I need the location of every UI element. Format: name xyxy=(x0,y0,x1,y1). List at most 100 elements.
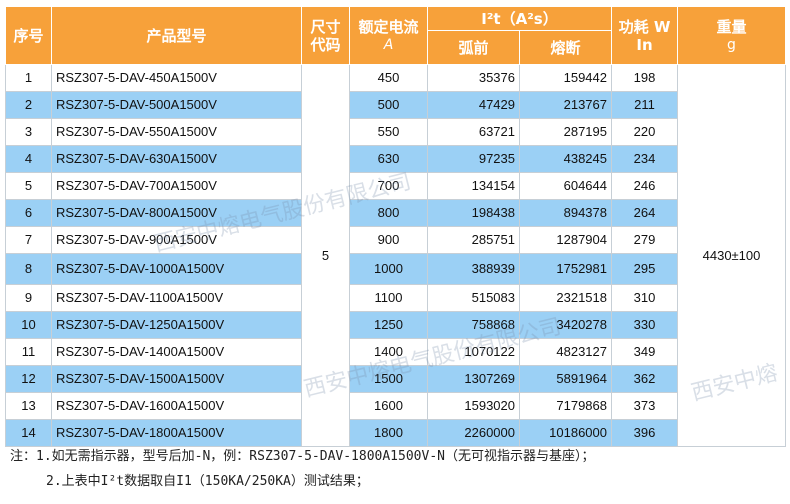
row-current: 800 xyxy=(349,199,428,227)
row-number: 11 xyxy=(5,338,52,366)
row-model: RSZ307-5-DAV-1250A1500V xyxy=(51,311,302,339)
row-number: 14 xyxy=(5,419,52,447)
row-power: 295 xyxy=(611,253,678,285)
row-current: 630 xyxy=(349,145,428,173)
row-arcing: 198438 xyxy=(427,199,520,227)
row-current: 1500 xyxy=(349,365,428,393)
row-power: 310 xyxy=(611,284,678,312)
row-number: 5 xyxy=(5,172,52,200)
row-melting: 10186000 xyxy=(519,419,612,447)
row-melting: 604644 xyxy=(519,172,612,200)
table-row: 7 RSZ307-5-DAV-900A1500V 900 285751 1287904 2… xyxy=(5,226,786,254)
header-rated-current-unit: A xyxy=(383,36,394,53)
header-weight: 重量 g xyxy=(677,6,786,65)
header-rated-current: 额定电流 A xyxy=(349,6,428,65)
row-number: 6 xyxy=(5,199,52,227)
row-current: 1100 xyxy=(349,284,428,312)
row-current: 700 xyxy=(349,172,428,200)
row-current: 1000 xyxy=(349,253,428,285)
table-row: 8 RSZ307-5-DAV-1000A1500V 1000 388939 175298… xyxy=(5,253,786,285)
row-number: 8 xyxy=(5,253,52,285)
table-row: 1 RSZ307-5-DAV-450A1500V 5 450 35376 159442 19… xyxy=(5,64,786,447)
row-power: 211 xyxy=(611,91,678,119)
row-melting: 1287904 xyxy=(519,226,612,254)
row-arcing: 134154 xyxy=(427,172,520,200)
row-power: 234 xyxy=(611,145,678,173)
header-model: 产品型号 xyxy=(51,6,302,65)
row-melting: 1752981 xyxy=(519,253,612,285)
row-arcing: 1070122 xyxy=(427,338,520,366)
row-arcing: 63721 xyxy=(427,118,520,146)
row-arcing: 285751 xyxy=(427,226,520,254)
table-row: 4 RSZ307-5-DAV-630A1500V 630 97235 438245 234 xyxy=(5,145,786,173)
row-current: 500 xyxy=(349,91,428,119)
table-row: 2 RSZ307-5-DAV-500A1500V 500 47429 213767 211 xyxy=(5,91,786,119)
table-row: 10 RSZ307-5-DAV-1250A1500V 1250 758868 34202… xyxy=(5,311,786,339)
header-weight-label: 重量 xyxy=(716,17,747,36)
row-power: 279 xyxy=(611,226,678,254)
row-model: RSZ307-5-DAV-630A1500V xyxy=(51,145,302,173)
row-number: 1 xyxy=(5,64,52,92)
row-melting: 5891964 xyxy=(519,365,612,393)
row-number: 12 xyxy=(5,365,52,393)
row-power: 220 xyxy=(611,118,678,146)
row-power: 264 xyxy=(611,199,678,227)
row-melting: 213767 xyxy=(519,91,612,119)
row-arcing: 1307269 xyxy=(427,365,520,393)
fuse-spec-table: 序号 产品型号 尺寸 代码 额定电流 A I²t（A²s） 功耗 W In 重量 xyxy=(5,6,786,447)
table-row: 5 RSZ307-5-DAV-700A1500V 700 134154 604644 24… xyxy=(5,172,786,200)
size-code-value: 5 xyxy=(301,64,350,447)
row-current: 1600 xyxy=(349,392,428,420)
row-arcing: 47429 xyxy=(427,91,520,119)
row-melting: 3420278 xyxy=(519,311,612,339)
row-melting: 287195 xyxy=(519,118,612,146)
table-row: 11 RSZ307-5-DAV-1400A1500V 1400 1070122 4823… xyxy=(5,338,786,366)
notes: 注：1.如无需指示器，型号后加-N，例：RSZ307-5-DAV-1800A15… xyxy=(10,444,785,494)
row-power: 349 xyxy=(611,338,678,366)
row-current: 900 xyxy=(349,226,428,254)
row-model: RSZ307-5-DAV-900A1500V xyxy=(51,226,302,254)
row-number: 10 xyxy=(5,311,52,339)
row-number: 2 xyxy=(5,91,52,119)
table-row: 6 RSZ307-5-DAV-800A1500V 800 198438 894378 26… xyxy=(5,199,786,227)
row-model: RSZ307-5-DAV-450A1500V xyxy=(51,64,302,92)
row-model: RSZ307-5-DAV-700A1500V xyxy=(51,172,302,200)
header-rated-current-label: 额定电流 xyxy=(358,17,419,36)
row-current: 450 xyxy=(349,64,428,92)
row-power: 396 xyxy=(611,419,678,447)
row-melting: 2321518 xyxy=(519,284,612,312)
table-row: 12 RSZ307-5-DAV-1500A1500V 1500 1307269 5891… xyxy=(5,365,786,393)
row-arcing: 758868 xyxy=(427,311,520,339)
row-arcing: 1593020 xyxy=(427,392,520,420)
header-arcing: 弧前 xyxy=(427,30,520,65)
header-power-loss-label: 功耗 W xyxy=(618,17,671,36)
note-line-2: 2.上表中I²t数据取自I1（150KA/250KA）测试结果； xyxy=(46,474,369,489)
header-power-loss-sub: In xyxy=(636,35,653,54)
table-row: 13 RSZ307-5-DAV-1600A1500V 1600 1593020 7179… xyxy=(5,392,786,420)
row-arcing: 2260000 xyxy=(427,419,520,447)
row-current: 550 xyxy=(349,118,428,146)
row-current: 1250 xyxy=(349,311,428,339)
header-size-code-line1: 尺寸 xyxy=(310,17,341,36)
row-power: 362 xyxy=(611,365,678,393)
row-arcing: 35376 xyxy=(427,64,520,92)
header-melting: 熔断 xyxy=(519,30,612,65)
header-seq: 序号 xyxy=(5,6,52,65)
header-size-code-line2: 代码 xyxy=(310,35,341,54)
row-power: 198 xyxy=(611,64,678,92)
row-current: 1800 xyxy=(349,419,428,447)
row-model: RSZ307-5-DAV-1500A1500V xyxy=(51,365,302,393)
row-arcing: 97235 xyxy=(427,145,520,173)
row-current: 1400 xyxy=(349,338,428,366)
table-row: 14 RSZ307-5-DAV-1800A1500V 1800 2260000 1018… xyxy=(5,419,786,447)
table-body: 1 RSZ307-5-DAV-450A1500V 5 450 35376 159442 19… xyxy=(5,64,786,447)
row-power: 373 xyxy=(611,392,678,420)
row-melting: 4823127 xyxy=(519,338,612,366)
row-number: 3 xyxy=(5,118,52,146)
row-model: RSZ307-5-DAV-1400A1500V xyxy=(51,338,302,366)
table-row: 9 RSZ307-5-DAV-1100A1500V 1100 515083 232151… xyxy=(5,284,786,312)
row-melting: 7179868 xyxy=(519,392,612,420)
table-row: 3 RSZ307-5-DAV-550A1500V 550 63721 287195 220 xyxy=(5,118,786,146)
row-number: 7 xyxy=(5,226,52,254)
